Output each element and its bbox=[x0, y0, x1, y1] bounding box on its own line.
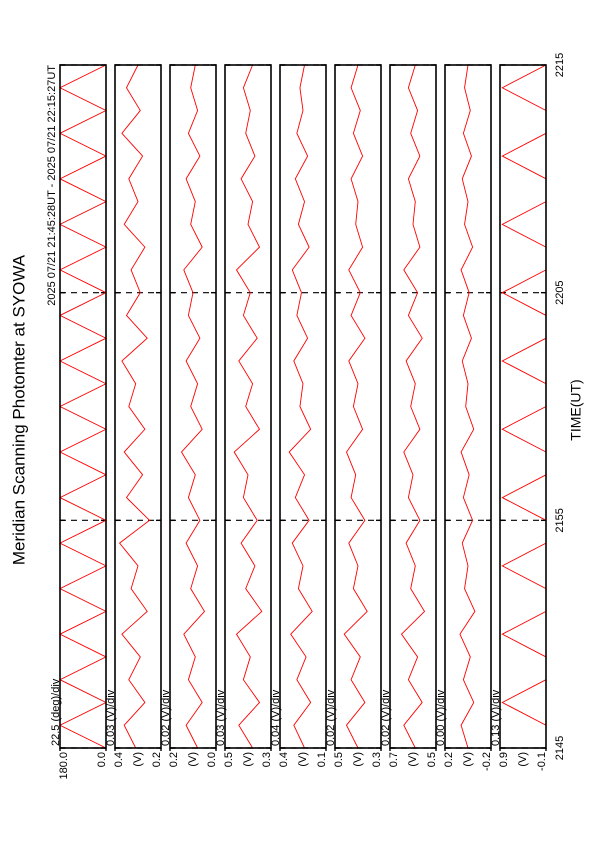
trace bbox=[233, 64, 263, 749]
y-unit: (V) bbox=[297, 752, 309, 767]
y-unit: (V) bbox=[462, 752, 474, 767]
y-tick-label: 0.0 bbox=[206, 752, 218, 767]
panel-frame bbox=[334, 64, 382, 749]
scale-label: 0.02 (V)/div bbox=[380, 689, 392, 746]
panel-frame bbox=[114, 64, 162, 749]
trace bbox=[288, 64, 313, 749]
y-tick-label: 0.9 bbox=[498, 752, 510, 767]
x-tick-label: 2155 bbox=[554, 508, 566, 532]
scale-label: 22.5 (deg)/div bbox=[50, 678, 62, 746]
x-tick-label: 2205 bbox=[554, 280, 566, 304]
scale-label: 0.00 (V)/div bbox=[435, 689, 447, 746]
panel-frame bbox=[499, 64, 547, 749]
y-tick-label: 0.5 bbox=[223, 752, 235, 767]
y-tick-label: 0.2 bbox=[151, 752, 163, 767]
y-unit: (V) bbox=[242, 752, 254, 767]
scale-label: 0.03 (V)/div bbox=[215, 689, 227, 746]
y-tick-label: 0.1 bbox=[316, 752, 328, 767]
y-tick-label: -0.2 bbox=[481, 752, 493, 771]
panel-frame bbox=[59, 64, 107, 749]
y-tick-label: 180.0 bbox=[58, 752, 70, 780]
rotated-chart: Meridian Scanning Photomter at SYOWA 202… bbox=[9, 53, 583, 780]
trace bbox=[501, 64, 547, 748]
panel-frame bbox=[389, 64, 437, 749]
x-tick-label: 2215 bbox=[554, 53, 566, 77]
y-unit: (V) bbox=[517, 752, 529, 767]
trace bbox=[343, 64, 368, 749]
chart-title: Meridian Scanning Photomter at SYOWA bbox=[9, 254, 28, 565]
y-tick-label: 0.3 bbox=[371, 752, 383, 767]
y-tick-label: 0.0 bbox=[96, 752, 108, 767]
y-tick-label: 0.4 bbox=[113, 752, 125, 767]
panel-frame bbox=[279, 64, 327, 749]
y-tick-label: 0.2 bbox=[168, 752, 180, 767]
panel-frame bbox=[224, 64, 272, 749]
trace bbox=[180, 64, 206, 749]
scale-label: 0.02 (V)/div bbox=[160, 689, 172, 746]
y-tick-label: -0.1 bbox=[536, 752, 548, 771]
y-tick-label: 0.5 bbox=[426, 752, 438, 767]
chart-subtitle: 2025 07/21 21:45:28UT - 2025 07/21 22:15… bbox=[46, 65, 58, 306]
trace bbox=[400, 64, 426, 749]
y-unit: (V) bbox=[352, 752, 364, 767]
panel-frame bbox=[444, 64, 492, 749]
y-tick-label: 0.7 bbox=[388, 752, 400, 767]
panel-frame bbox=[169, 64, 217, 749]
y-unit: (V) bbox=[407, 752, 419, 767]
trace bbox=[459, 64, 476, 749]
scale-label: 0.04 (V)/div bbox=[270, 689, 282, 746]
x-tick-label: 2145 bbox=[554, 736, 566, 760]
y-tick-label: 0.3 bbox=[261, 752, 273, 767]
y-unit: (V) bbox=[132, 752, 144, 767]
y-tick-label: 0.2 bbox=[443, 752, 455, 767]
scale-label: 0.02 (V)/div bbox=[325, 689, 337, 746]
trace bbox=[58, 64, 108, 749]
scale-label: 0.03 (V)/div bbox=[105, 689, 117, 746]
y-tick-label: 0.5 bbox=[333, 752, 345, 767]
y-unit: (V) bbox=[187, 752, 199, 767]
x-axis-label: TIME(UT) bbox=[568, 379, 584, 440]
trace bbox=[118, 64, 151, 749]
y-tick-label: 0.4 bbox=[278, 752, 290, 767]
scale-label: 0.13 (V)/div bbox=[490, 689, 502, 746]
